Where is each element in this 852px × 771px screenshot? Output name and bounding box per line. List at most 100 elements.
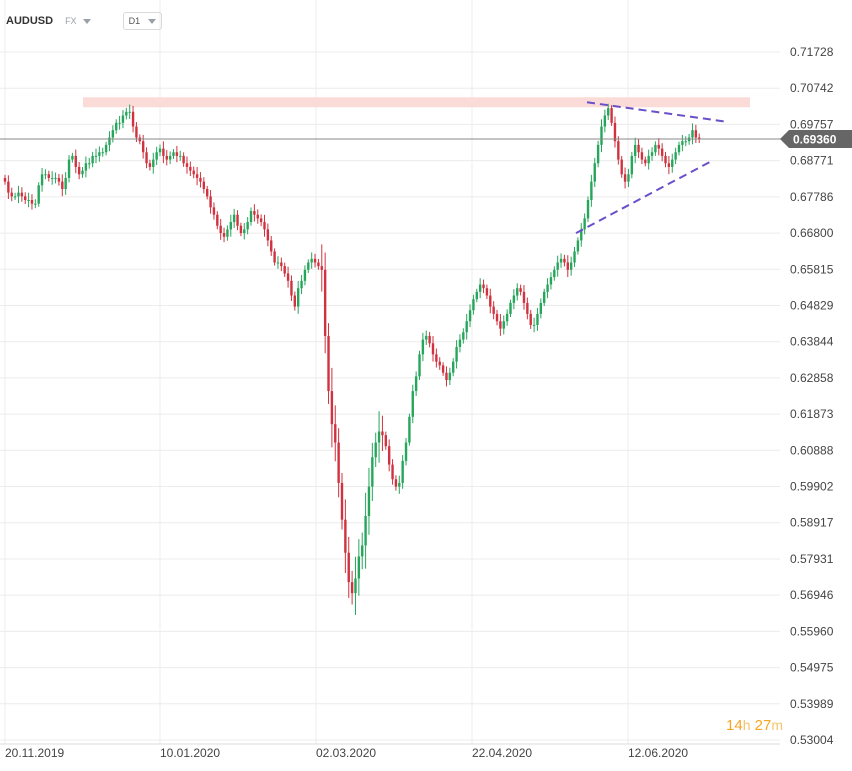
candle-body	[232, 214, 236, 223]
candle-body	[98, 152, 101, 156]
candle-body	[414, 376, 418, 392]
y-tick-label: 0.56946	[790, 588, 834, 602]
candle-body	[337, 442, 340, 483]
candle-body	[199, 177, 202, 182]
candle-body	[657, 144, 660, 149]
candle-body	[283, 266, 286, 274]
candle-body	[189, 166, 192, 171]
candle-body	[168, 155, 172, 160]
candle-body	[101, 152, 104, 154]
y-tick-label: 0.55960	[790, 624, 834, 638]
candle-body	[310, 258, 313, 263]
candle-body	[104, 144, 108, 153]
candle-body	[330, 391, 334, 425]
candle-body	[30, 200, 34, 204]
candle-body	[263, 222, 266, 230]
candle-body	[475, 291, 478, 300]
y-tick-label: 0.70742	[790, 81, 834, 95]
candle-body	[162, 148, 165, 156]
candle-body	[532, 324, 536, 326]
symbol-label[interactable]: AUDUSD	[6, 15, 54, 27]
candle-body	[88, 163, 91, 165]
candle-body	[603, 115, 607, 127]
chevron-down-icon[interactable]	[82, 18, 91, 24]
current-price: 0.69360	[0, 130, 852, 149]
candle-body	[664, 155, 667, 164]
y-tick-label: 0.65815	[790, 262, 834, 276]
candle-body	[478, 284, 482, 292]
candle-body	[290, 280, 293, 296]
candle-body	[323, 269, 327, 336]
candle-body	[118, 122, 121, 124]
candle-body	[465, 321, 468, 333]
candle-body	[77, 166, 81, 175]
candle-body	[617, 141, 620, 160]
candle-body	[681, 141, 684, 145]
candle-body	[522, 291, 526, 303]
y-tick-label: 0.69757	[790, 117, 834, 131]
candle-body	[20, 192, 24, 197]
candle-body	[519, 288, 522, 292]
y-tick-label: 0.57931	[790, 552, 834, 566]
candle-body	[583, 218, 586, 230]
candle-body	[387, 446, 391, 465]
candle-body	[445, 372, 448, 381]
candle-body	[499, 321, 502, 329]
candle-body	[148, 163, 152, 167]
trendlines	[575, 101, 725, 234]
candle-body	[650, 152, 654, 156]
candle-body	[398, 482, 401, 487]
candle-body	[408, 416, 411, 443]
candle-body	[425, 335, 428, 340]
candle-body	[431, 343, 435, 355]
candle-body	[152, 159, 155, 167]
candle-body	[640, 152, 644, 160]
candle-body	[448, 372, 452, 381]
y-tick-label: 0.58917	[790, 516, 834, 530]
candle-body	[559, 258, 563, 263]
candle-body	[401, 460, 404, 483]
candle-body	[361, 545, 364, 557]
candle-body	[694, 130, 698, 138]
candle-body	[394, 479, 398, 487]
candle-body	[495, 313, 499, 322]
candle-body	[37, 185, 40, 204]
candle-body	[526, 302, 529, 314]
candle-body	[135, 126, 138, 138]
timeframe-select[interactable]: D1	[122, 12, 163, 30]
y-tick-label: 0.62858	[790, 371, 834, 385]
candle-body	[67, 159, 71, 178]
candles	[3, 103, 701, 615]
candle-body	[182, 155, 185, 164]
candle-body	[667, 163, 671, 167]
candle-body	[276, 262, 280, 264]
candle-body	[91, 155, 94, 164]
candle-body	[455, 346, 458, 362]
candle-body	[654, 144, 657, 153]
candle-body	[435, 354, 438, 362]
candle-body	[411, 391, 414, 417]
candle-body	[472, 299, 475, 311]
candle-body	[222, 233, 226, 237]
candle-body	[377, 431, 381, 443]
y-axis: 0.71728 0.70742 0.69757 0.68771 0.67786 0.668…	[790, 45, 834, 747]
candle-body	[357, 556, 361, 579]
candle-body	[468, 310, 472, 322]
candle-body	[543, 291, 546, 303]
candle-body	[307, 262, 310, 270]
candle-body	[576, 240, 580, 252]
candle-body	[384, 435, 388, 447]
candle-body	[7, 181, 10, 193]
candle-body	[418, 354, 421, 377]
candle-body	[627, 174, 630, 182]
candle-body	[347, 552, 350, 583]
candle-body	[421, 339, 425, 355]
candle-body	[489, 295, 492, 307]
candle-body	[610, 108, 613, 123]
candle-body	[226, 229, 229, 237]
candle-body	[502, 321, 505, 329]
timer-hours-unit: h	[742, 717, 751, 733]
candle-body	[165, 155, 168, 160]
candle-body	[482, 284, 485, 289]
